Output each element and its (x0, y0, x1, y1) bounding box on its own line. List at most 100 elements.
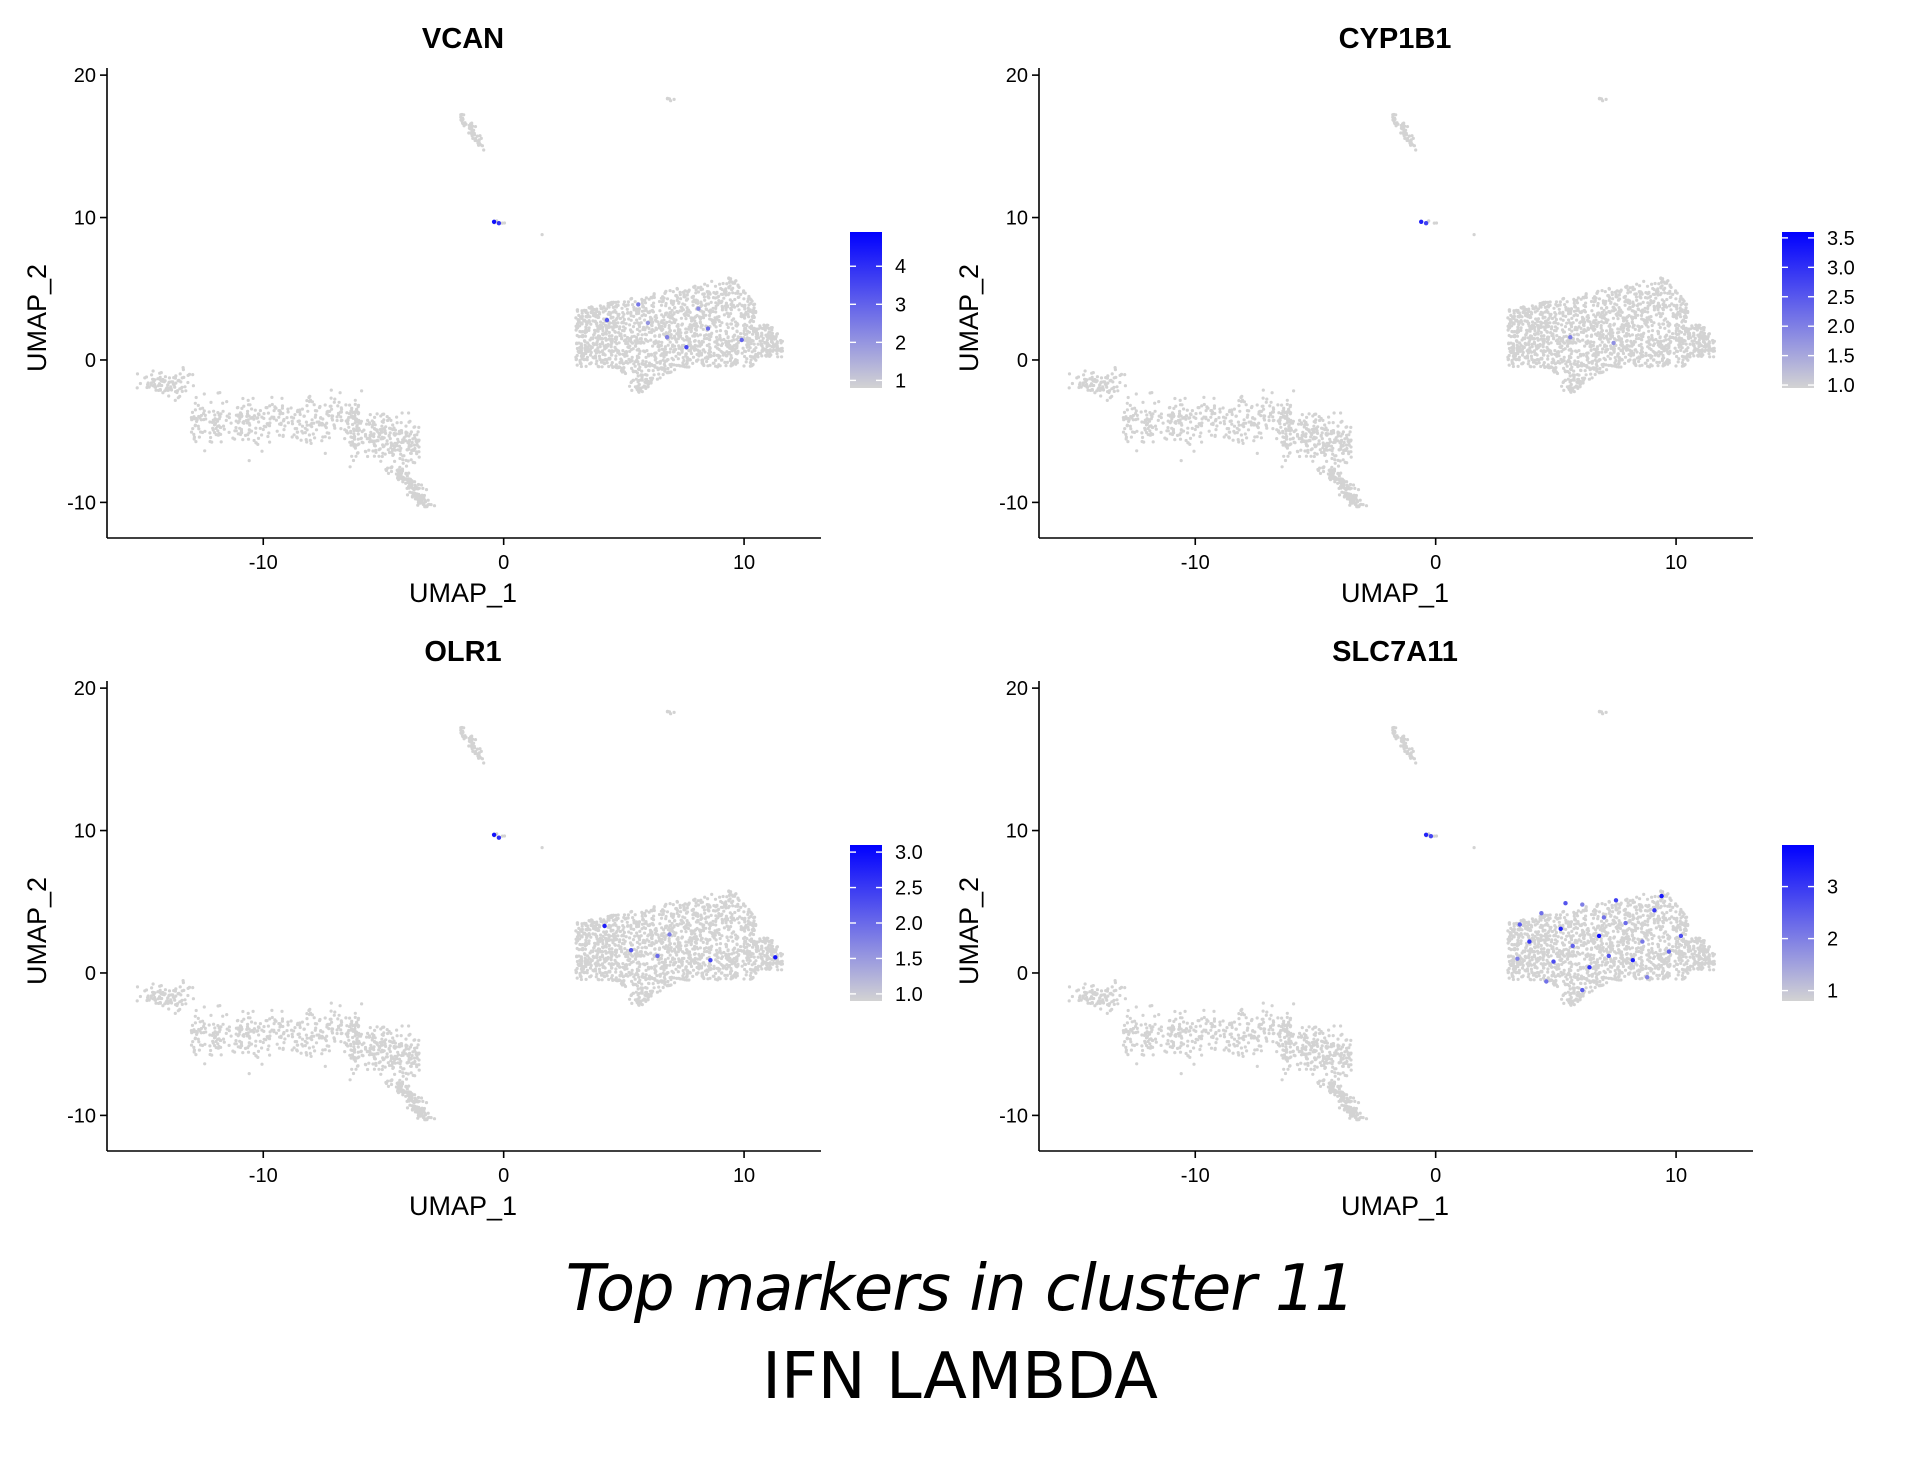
cell-point (1541, 339, 1545, 343)
cell-point (1506, 316, 1510, 320)
cell-point (1667, 361, 1671, 365)
cell-point (1656, 287, 1660, 291)
cell-point (163, 375, 167, 379)
cell-point (724, 329, 728, 333)
cell-point (1583, 344, 1587, 348)
cell-point (1679, 348, 1683, 352)
cell-point (577, 350, 581, 355)
cell-point (1623, 317, 1627, 321)
cell-point (775, 352, 779, 356)
cell-point (1336, 424, 1340, 428)
cell-point (575, 326, 579, 330)
cell-point (275, 429, 279, 433)
cell-point (770, 328, 774, 332)
cell-point (399, 452, 403, 456)
cell-point (252, 438, 256, 443)
cell-point (670, 313, 675, 317)
cell-point (477, 140, 481, 144)
cell-point (600, 337, 604, 341)
cell-point (693, 345, 697, 349)
cell-point (1683, 332, 1687, 336)
cell-point (1549, 341, 1553, 345)
cell-point (1628, 358, 1632, 362)
cell-point (717, 294, 721, 298)
cell-point (605, 329, 609, 333)
cell-point (622, 302, 626, 307)
cell-point (1564, 314, 1568, 318)
cell-point (679, 305, 684, 309)
cell-point (1525, 349, 1529, 353)
cell-point (1556, 322, 1560, 326)
cell-point (679, 331, 683, 335)
cell-point (748, 364, 753, 368)
cell-point (224, 418, 228, 422)
cell-point (389, 466, 393, 470)
cell-point (216, 411, 220, 415)
cell-point (585, 322, 589, 326)
cell-point (1538, 301, 1542, 306)
cell-point (738, 302, 742, 306)
cell-point (613, 340, 618, 344)
cell-point (1214, 428, 1218, 432)
cell-point (184, 389, 188, 393)
cell-point (1562, 388, 1566, 392)
cell-point (653, 364, 657, 368)
cell-point (1586, 314, 1590, 318)
cell-point (1632, 303, 1636, 307)
cell-point (1637, 359, 1641, 364)
cell-point (598, 358, 602, 362)
cell-point (356, 432, 360, 436)
cell-point (349, 429, 353, 433)
cell-point (1544, 321, 1548, 325)
cell-point (202, 409, 206, 413)
cell-point (1227, 436, 1231, 440)
cell-point (629, 318, 633, 322)
cell-point (1655, 360, 1659, 364)
cell-point (776, 355, 780, 359)
cell-point (642, 362, 646, 366)
cell-point (618, 333, 622, 338)
cell-point (684, 327, 688, 331)
cell-point (687, 289, 691, 293)
cell-point (599, 306, 603, 311)
cell-point (413, 433, 417, 437)
cell-point (169, 385, 173, 389)
cell-point (1541, 325, 1545, 329)
cell-point (678, 290, 682, 294)
cell-point (260, 433, 264, 437)
cell-point (1261, 388, 1265, 392)
cell-point (691, 334, 695, 338)
cell-point (1621, 349, 1625, 353)
cell-point (1561, 312, 1565, 316)
cell-point (703, 298, 707, 302)
cell-point (1584, 301, 1588, 305)
cell-point (1580, 309, 1585, 313)
cell-point (1685, 302, 1689, 306)
cell-point (460, 112, 464, 117)
cell-point (700, 358, 704, 362)
cell-point (1213, 434, 1217, 438)
cell-point (726, 325, 730, 330)
cell-point (1703, 344, 1707, 348)
cell-point (1543, 328, 1547, 332)
cell-point (323, 435, 327, 439)
cell-point (262, 412, 266, 416)
cell-point (1563, 369, 1567, 373)
cell-point (687, 337, 692, 341)
cell-point (1161, 421, 1165, 425)
cell-point (286, 407, 290, 411)
cell-point (643, 313, 648, 317)
cell-point (1593, 295, 1597, 299)
cell-point (1222, 422, 1227, 426)
cell-point (760, 354, 764, 358)
cell-point (277, 415, 281, 419)
cell-point (1512, 315, 1516, 319)
cell-point (709, 308, 713, 312)
cell-point (714, 358, 718, 362)
cell-point (614, 300, 618, 304)
cell-point (1124, 432, 1128, 436)
cell-point (1237, 423, 1241, 427)
cell-point (749, 326, 753, 331)
cell-point (354, 454, 358, 458)
expression-point (664, 335, 670, 340)
